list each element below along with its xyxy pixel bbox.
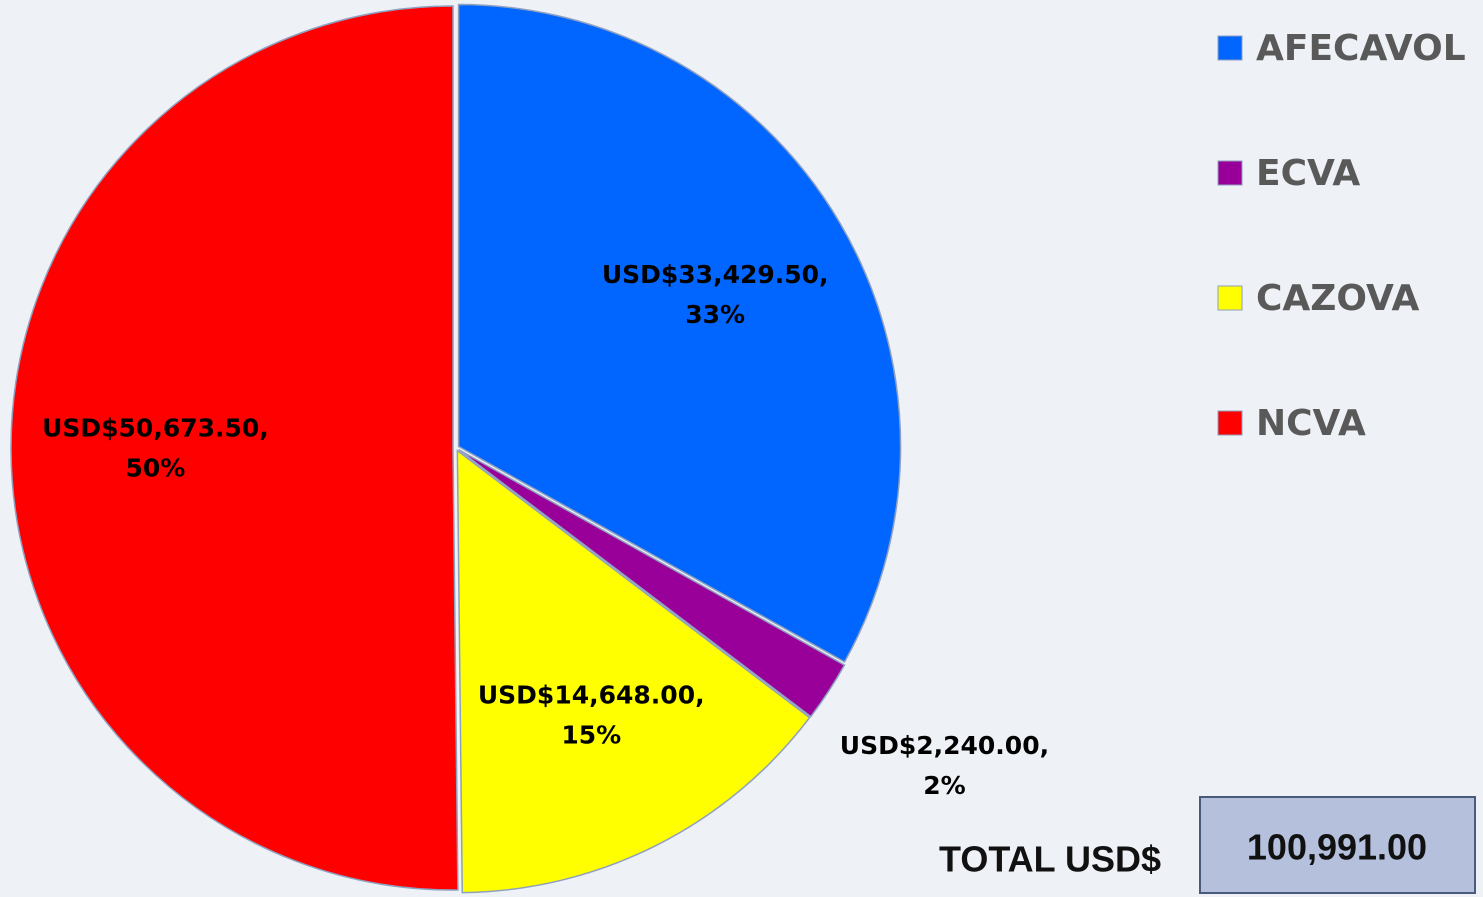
data-label: USD$2,240.00, (840, 731, 1049, 760)
data-label: USD$33,429.50, (602, 260, 829, 289)
total-label: TOTAL USD$ (939, 839, 1161, 880)
percent-label: 33% (685, 300, 745, 329)
percent-label: 50% (126, 454, 186, 483)
data-label: USD$50,673.50, (42, 414, 269, 443)
legend-swatch (1217, 35, 1243, 61)
legend-swatch (1217, 410, 1243, 436)
pie-slice (10, 5, 459, 891)
legend-swatch (1217, 285, 1243, 311)
percent-label: 15% (561, 720, 621, 749)
legend-label: CAZOVA (1256, 278, 1419, 319)
legend-label: AFECAVOL (1256, 28, 1466, 69)
data-label: USD$14,648.00, (478, 680, 705, 709)
total-box (1199, 796, 1476, 894)
legend-label: NCVA (1256, 403, 1366, 444)
legend-label: ECVA (1256, 153, 1360, 194)
pie-slice (458, 448, 846, 718)
pie-slice (457, 3, 902, 663)
total-value: 100,991.00 (1247, 827, 1427, 868)
pie-slice (456, 449, 811, 894)
percent-label: 2% (923, 771, 965, 800)
legend-swatch (1217, 160, 1243, 186)
